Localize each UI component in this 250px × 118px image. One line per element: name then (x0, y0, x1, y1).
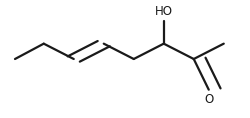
Text: O: O (204, 93, 214, 106)
Text: HO: HO (155, 5, 173, 18)
